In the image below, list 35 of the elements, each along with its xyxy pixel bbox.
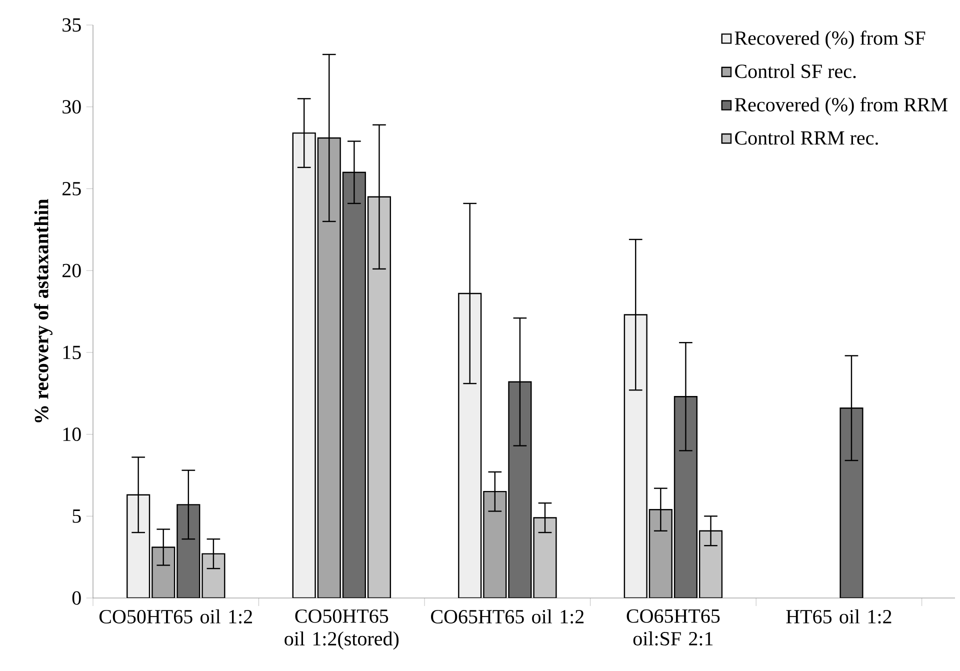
bar <box>698 530 723 598</box>
y-tick-label: 10 <box>63 428 81 442</box>
bar <box>367 196 392 598</box>
x-tick-label: HT65 oil 1:2 <box>786 609 892 624</box>
bar <box>126 494 150 598</box>
bar <box>342 172 366 598</box>
y-tick-label: 0 <box>72 591 81 605</box>
bar <box>648 508 672 598</box>
legend-label: Control RRM rec. <box>735 130 878 145</box>
x-tick-label: CO50HT65 oil 1:2 <box>99 609 252 624</box>
bar <box>840 407 864 598</box>
bar <box>483 490 507 598</box>
legend-label: Recovered (%) from RRM <box>734 97 948 116</box>
bar <box>292 132 316 598</box>
legend-label: Control SF rec. <box>735 64 856 78</box>
y-axis-title: % recovery of astaxanthin <box>34 198 52 422</box>
y-tick-label: 35 <box>62 18 81 32</box>
bar <box>508 381 532 598</box>
y-tick-label: 20 <box>62 264 81 278</box>
x-tick-label: CO65HT65 oil 1:2 <box>431 609 584 624</box>
bar <box>624 314 648 598</box>
y-tick-label: 25 <box>62 182 81 196</box>
bar <box>533 517 557 598</box>
x-tick-label: CO50HT65 oil 1:2(stored) <box>284 609 399 650</box>
bar <box>202 553 226 598</box>
y-tick-label: 5 <box>72 510 81 523</box>
bar <box>176 504 200 598</box>
bar <box>152 546 176 598</box>
bar <box>317 137 341 598</box>
bar <box>674 396 698 598</box>
x-tick-label: CO65HT65 oil:SF 2:1 <box>626 609 720 646</box>
legend-label: Recovered (%) from SF <box>734 30 926 49</box>
bar <box>458 292 482 598</box>
y-tick-label: 30 <box>62 100 81 114</box>
y-tick-label: 15 <box>63 346 81 360</box>
